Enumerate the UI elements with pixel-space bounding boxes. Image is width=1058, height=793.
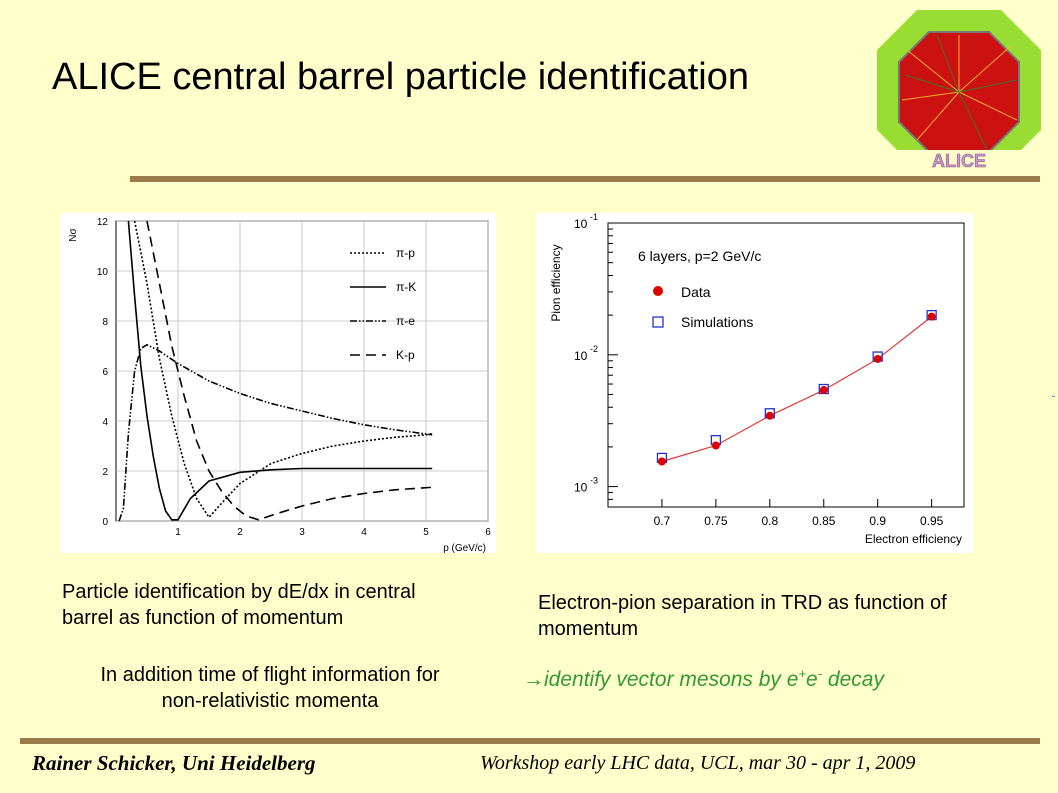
x-tick-label: 3 — [299, 527, 305, 538]
x-tick-label: 0.95 — [920, 514, 944, 528]
data-point — [657, 457, 666, 466]
y-axis-label: Pion efficiency — [549, 244, 563, 321]
x-tick-label: 1 — [175, 527, 181, 538]
x-tick-label: 2 — [237, 527, 243, 538]
data-point — [873, 354, 882, 363]
x-tick-label: 6 — [485, 527, 491, 538]
data-point — [819, 386, 828, 395]
y-tick-label: 10 — [574, 349, 588, 363]
legend-label: π-K — [396, 280, 416, 294]
legend-label: K-p — [396, 348, 415, 362]
trd-chart-panel: 0.7 0.75 0.8 0.85 0.9 0.95 10 -1 10 -2 10 -3 Electro… — [536, 212, 973, 553]
arrow-icon: → — [523, 668, 544, 691]
legend-data-label: Data — [681, 284, 711, 300]
dedx-chart-panel: 1 2 3 4 5 6 0 2 4 6 8 10 12 p (GeV/c) Nσ π-p π-K π-e K-p — [60, 213, 496, 554]
y-tick-label: 10 — [574, 217, 588, 231]
y-tick-exp: -1 — [590, 213, 598, 222]
y-tick-label: 2 — [102, 467, 108, 478]
legend-sim-label: Simulations — [681, 314, 753, 330]
data-point — [927, 312, 936, 321]
y-tick-label: 6 — [102, 367, 108, 378]
footer-author: Rainer Schicker, Uni Heidelberg — [32, 751, 316, 775]
decay-sup-plus: + — [798, 666, 807, 681]
y-tick-label: 0 — [102, 517, 108, 528]
x-tick-label: 0.8 — [761, 514, 778, 528]
x-tick-label: 0.9 — [869, 514, 886, 528]
decay-text: identify vector mesons by e — [544, 668, 799, 691]
y-tick-exp: -2 — [590, 344, 598, 354]
legend-label: π-p — [396, 246, 415, 260]
bottom-divider — [20, 738, 1040, 744]
y-axis-label: Nσ — [68, 227, 79, 241]
y-tick-label: 10 — [97, 267, 109, 278]
y-tick-label: 4 — [102, 417, 108, 428]
chart-title: 6 layers, p=2 GeV/c — [638, 248, 761, 264]
caption-trd: Electron-pion separation in TRD as funct… — [538, 592, 947, 640]
y-tick-label: 12 — [97, 217, 109, 228]
x-tick-label: 5 — [423, 527, 429, 538]
x-axis-label: Electron efficiency — [865, 532, 962, 546]
logo-text: ALICE — [932, 151, 986, 170]
decay-note: →identify vector mesons by e+e- decay — [523, 666, 884, 692]
slide-title: ALICE central barrel particle identifica… — [52, 56, 750, 98]
decay-tail: decay — [822, 668, 884, 691]
fit-line — [661, 316, 932, 463]
series-line — [146, 220, 433, 521]
decay-mid: e — [806, 668, 818, 691]
top-divider — [130, 176, 1040, 182]
series-line — [133, 220, 433, 519]
legend-data-marker — [653, 286, 663, 296]
y-tick-exp: -3 — [590, 476, 598, 486]
x-tick-label: 0.75 — [704, 514, 728, 528]
data-point — [765, 411, 774, 420]
alice-logo: ALICE — [877, 10, 1041, 170]
x-tick-label: 4 — [361, 527, 367, 538]
legend-label: π-e — [396, 314, 415, 328]
edge-mark-icon: ˘ — [1052, 395, 1056, 406]
y-tick-label: 8 — [102, 317, 108, 328]
footer-workshop: Workshop early LHC data, UCL, mar 30 - a… — [480, 752, 916, 774]
x-axis-label: p (GeV/c) — [443, 543, 486, 553]
data-point — [711, 441, 720, 450]
decay-sup-minus: - — [817, 666, 823, 681]
caption-tof: In addition time of flight information f… — [100, 664, 440, 712]
x-tick-label: 0.85 — [812, 514, 836, 528]
x-tick-label: 0.7 — [654, 514, 671, 528]
legend-sim-marker — [652, 316, 664, 328]
series-line — [127, 220, 433, 521]
y-tick-label: 10 — [574, 481, 588, 495]
caption-dedx: Particle identification by dE/dx in cent… — [62, 581, 416, 629]
